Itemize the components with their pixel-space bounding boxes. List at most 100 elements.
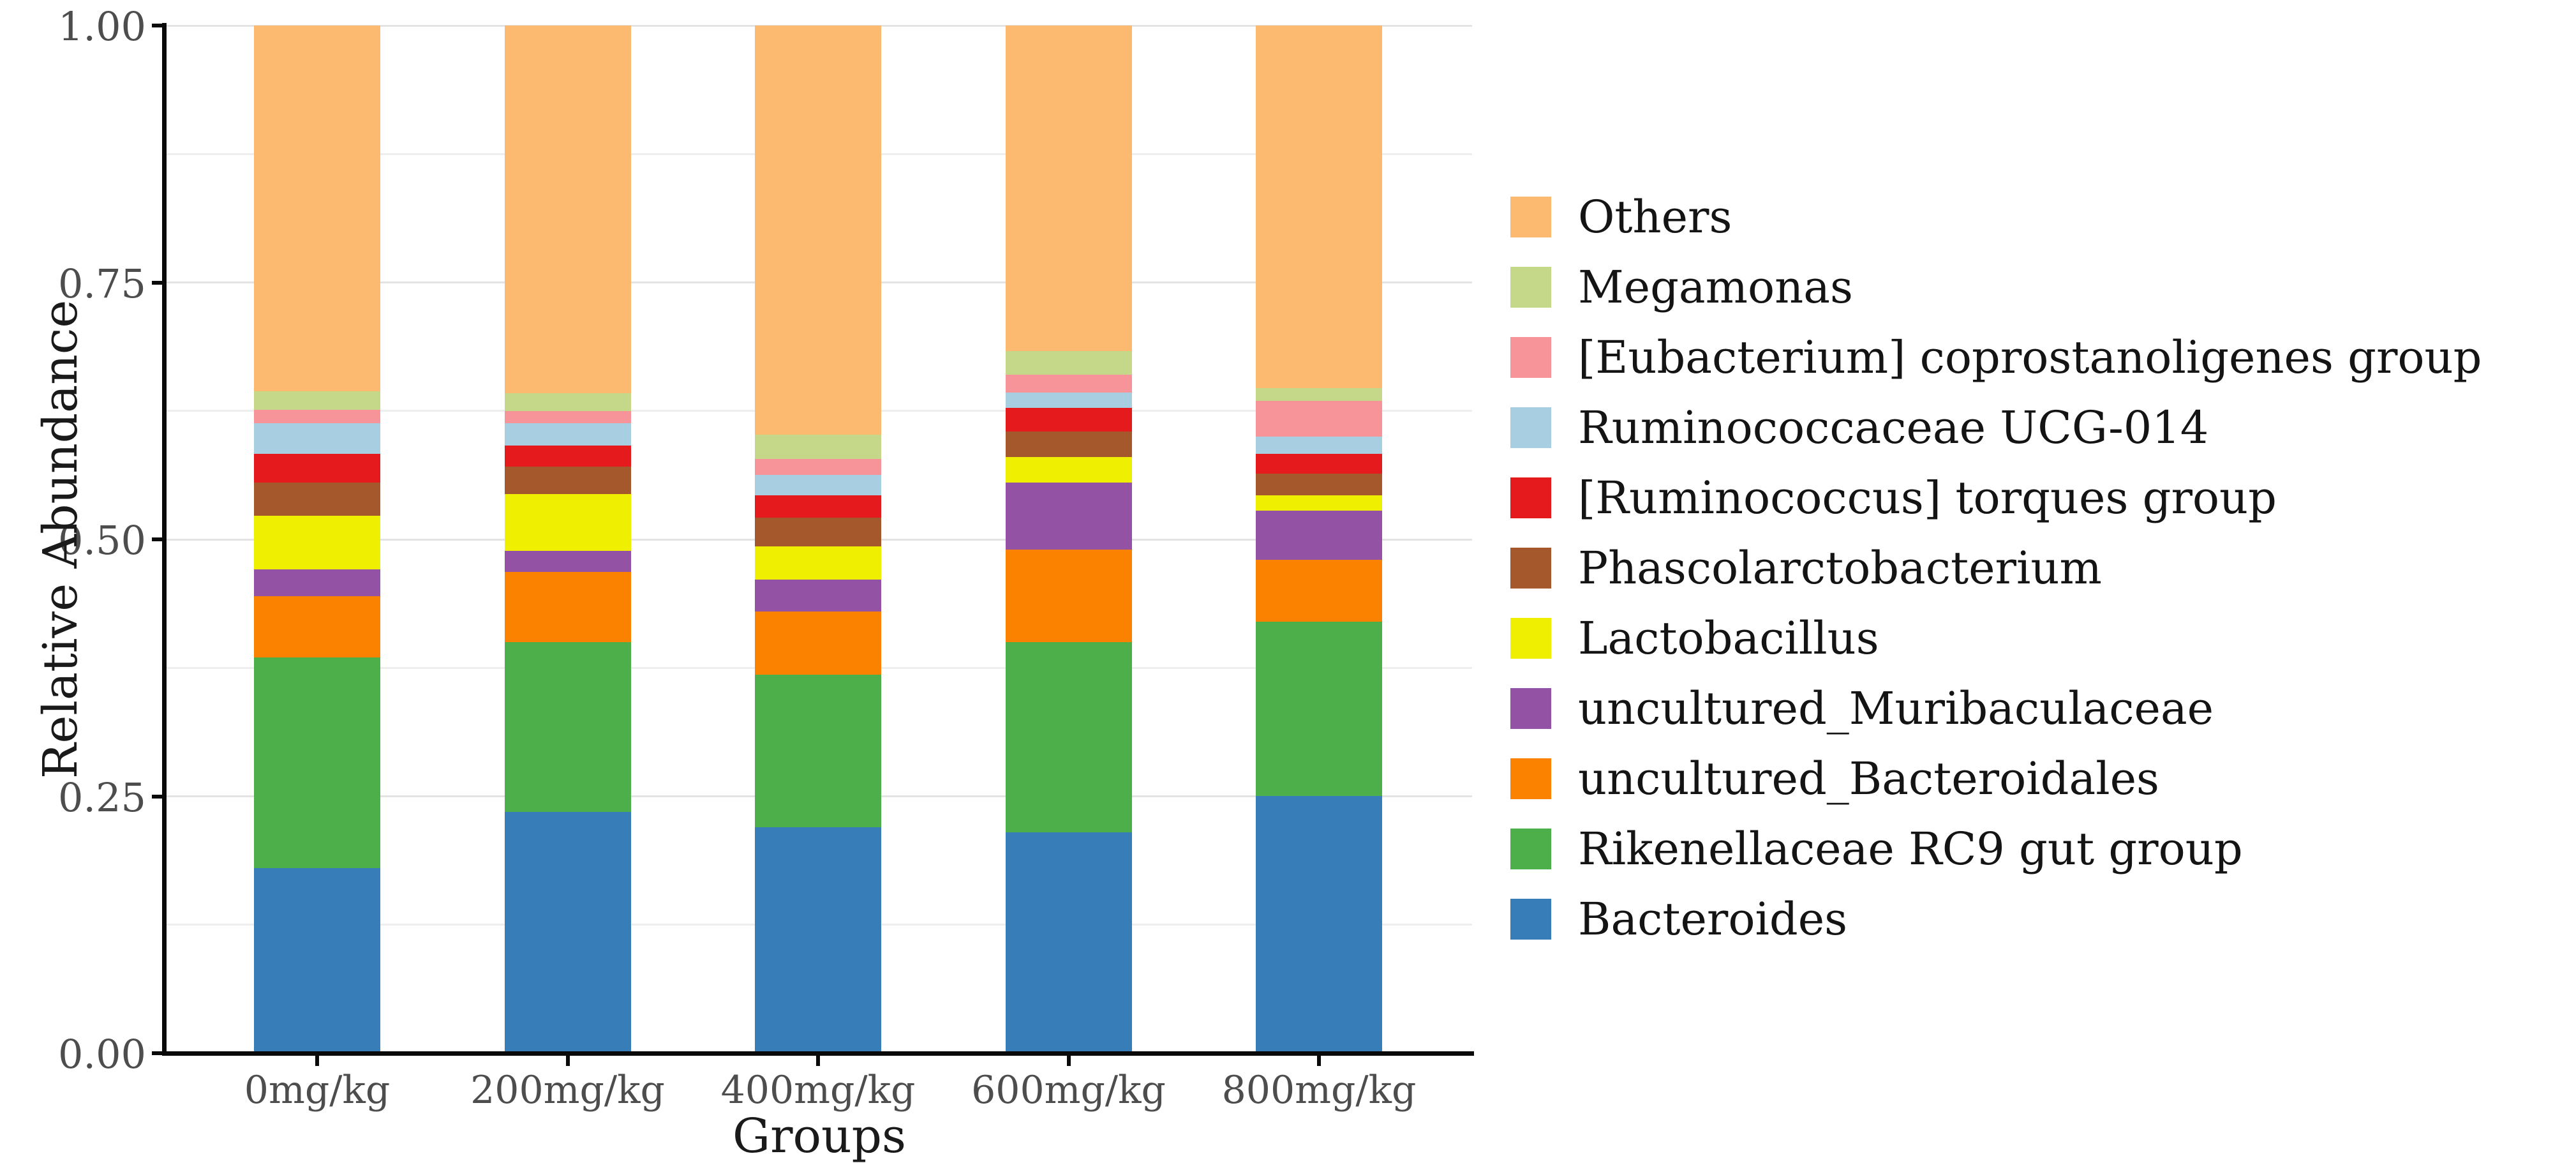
segment-0mg/kg-Lactobacillus bbox=[254, 515, 380, 569]
segment-400mg/kg-Bacteroides bbox=[755, 827, 881, 1053]
y-tick-label-0.25: 0.25 bbox=[57, 774, 146, 821]
segment-600mg/kg-[Eubacterium] coprostanoligenes group bbox=[1005, 375, 1132, 393]
legend-swatch-Ruminococcaceae UCG-014 bbox=[1510, 407, 1551, 448]
segment-400mg/kg-uncultured_Bacteroidales bbox=[755, 611, 881, 675]
segment-200mg/kg-Lactobacillus bbox=[504, 494, 631, 551]
x-tick-800mg/kg bbox=[1317, 1056, 1321, 1066]
segment-800mg/kg-uncultured_Muribaculaceae bbox=[1256, 510, 1382, 560]
segment-400mg/kg-Others bbox=[755, 26, 881, 435]
segment-200mg/kg-uncultured_Muribaculaceae bbox=[504, 550, 631, 573]
x-tick-200mg/kg bbox=[565, 1056, 570, 1066]
legend-swatch-Lactobacillus bbox=[1510, 618, 1551, 659]
segment-800mg/kg-Phascolarctobacterium bbox=[1256, 473, 1382, 495]
legend-label-uncultured_Muribaculaceae: uncultured_Muribaculaceae bbox=[1578, 682, 2214, 735]
segment-400mg/kg-Lactobacillus bbox=[755, 546, 881, 580]
segment-200mg/kg-uncultured_Bacteroidales bbox=[504, 572, 631, 642]
segment-400mg/kg-Megamonas bbox=[755, 434, 881, 460]
segment-600mg/kg-Phascolarctobacterium bbox=[1005, 431, 1132, 458]
x-tick-label-200mg/kg: 200mg/kg bbox=[470, 1068, 665, 1113]
segment-200mg/kg-Others bbox=[504, 26, 631, 394]
segment-800mg/kg-[Ruminococcus] torques group bbox=[1256, 454, 1382, 474]
segment-800mg/kg-[Eubacterium] coprostanoligenes group bbox=[1256, 400, 1382, 437]
x-tick-600mg/kg bbox=[1066, 1056, 1071, 1066]
x-tick-0mg/kg bbox=[315, 1056, 319, 1066]
legend-swatch-Others bbox=[1510, 197, 1551, 237]
legend-swatch-uncultured_Bacteroidales bbox=[1510, 758, 1551, 799]
y-tick-0.50 bbox=[152, 537, 162, 541]
segment-200mg/kg-Rikenellaceae RC9 gut group bbox=[504, 642, 631, 812]
legend-item-Phascolarctobacterium: Phascolarctobacterium bbox=[1510, 542, 2482, 594]
legend-swatch-[Ruminococcus] torques group bbox=[1510, 477, 1551, 518]
segment-800mg/kg-Rikenellaceae RC9 gut group bbox=[1256, 621, 1382, 797]
segment-800mg/kg-Bacteroides bbox=[1256, 796, 1382, 1053]
legend-swatch-uncultured_Muribaculaceae bbox=[1510, 688, 1551, 729]
legend-label-Ruminococcaceae UCG-014: Ruminococcaceae UCG-014 bbox=[1578, 401, 2209, 454]
segment-0mg/kg-Rikenellaceae RC9 gut group bbox=[254, 657, 380, 869]
segment-200mg/kg-Bacteroides bbox=[504, 811, 631, 1053]
segment-400mg/kg-Rikenellaceae RC9 gut group bbox=[755, 675, 881, 827]
x-axis-title: Groups bbox=[732, 1109, 907, 1163]
segment-600mg/kg-[Ruminococcus] torques group bbox=[1005, 407, 1132, 431]
legend-label-[Ruminococcus] torques group: [Ruminococcus] torques group bbox=[1578, 472, 2277, 524]
y-tick-label-1.00: 1.00 bbox=[57, 3, 146, 50]
segment-400mg/kg-[Ruminococcus] torques group bbox=[755, 495, 881, 518]
segment-400mg/kg-Ruminococcaceae UCG-014 bbox=[755, 474, 881, 495]
segment-200mg/kg-Phascolarctobacterium bbox=[504, 466, 631, 495]
bar-200mg/kg bbox=[504, 26, 631, 1053]
legend-label-Lactobacillus: Lactobacillus bbox=[1578, 612, 1879, 664]
segment-0mg/kg-Phascolarctobacterium bbox=[254, 483, 380, 516]
legend-item-Bacteroides: Bacteroides bbox=[1510, 897, 2482, 942]
y-axis-title: Relative Abundance bbox=[33, 299, 88, 779]
x-axis-line bbox=[162, 1051, 1474, 1056]
y-tick-1.00 bbox=[152, 24, 162, 27]
legend-item-[Eubacterium] coprostanoligenes group: [Eubacterium] coprostanoligenes group bbox=[1510, 331, 2482, 384]
legend-swatch-Bacteroides bbox=[1510, 899, 1551, 940]
y-tick-label-0.75: 0.75 bbox=[57, 260, 146, 307]
x-tick-400mg/kg bbox=[816, 1056, 820, 1066]
legend-label-Others: Others bbox=[1578, 191, 1732, 243]
legend-label-[Eubacterium] coprostanoligenes group: [Eubacterium] coprostanoligenes group bbox=[1578, 331, 2482, 384]
legend-item-[Ruminococcus] torques group: [Ruminococcus] torques group bbox=[1510, 472, 2482, 524]
x-tick-label-600mg/kg: 600mg/kg bbox=[971, 1068, 1166, 1113]
segment-800mg/kg-Lactobacillus bbox=[1256, 495, 1382, 511]
legend-label-Phascolarctobacterium: Phascolarctobacterium bbox=[1578, 542, 2102, 594]
legend-label-Rikenellaceae RC9 gut group: Rikenellaceae RC9 gut group bbox=[1578, 823, 2243, 875]
bar-0mg/kg bbox=[254, 26, 380, 1053]
segment-400mg/kg-uncultured_Muribaculaceae bbox=[755, 579, 881, 612]
x-tick-label-400mg/kg: 400mg/kg bbox=[720, 1068, 916, 1113]
segment-800mg/kg-uncultured_Bacteroidales bbox=[1256, 560, 1382, 622]
x-tick-label-800mg/kg: 800mg/kg bbox=[1221, 1068, 1417, 1113]
segment-600mg/kg-Lactobacillus bbox=[1005, 457, 1132, 483]
segment-200mg/kg-[Eubacterium] coprostanoligenes group bbox=[504, 410, 631, 424]
legend-item-Lactobacillus: Lactobacillus bbox=[1510, 612, 2482, 664]
legend-swatch-Rikenellaceae RC9 gut group bbox=[1510, 829, 1551, 869]
legend-item-Others: Others bbox=[1510, 191, 2482, 243]
segment-600mg/kg-Bacteroides bbox=[1005, 832, 1132, 1053]
legend-swatch-Megamonas bbox=[1510, 267, 1551, 308]
legend-item-Ruminococcaceae UCG-014: Ruminococcaceae UCG-014 bbox=[1510, 401, 2482, 454]
legend-item-Megamonas: Megamonas bbox=[1510, 265, 2482, 310]
segment-0mg/kg-Others bbox=[254, 26, 380, 392]
y-tick-0.75 bbox=[152, 280, 162, 285]
y-tick-0.25 bbox=[152, 794, 162, 799]
segment-800mg/kg-Megamonas bbox=[1256, 388, 1382, 401]
segment-600mg/kg-Megamonas bbox=[1005, 351, 1132, 375]
segment-600mg/kg-Rikenellaceae RC9 gut group bbox=[1005, 642, 1132, 832]
legend-item-uncultured_Bacteroidales: uncultured_Bacteroidales bbox=[1510, 756, 2482, 801]
segment-400mg/kg-Phascolarctobacterium bbox=[755, 518, 881, 547]
y-tick-label-0.00: 0.00 bbox=[57, 1031, 146, 1077]
segment-600mg/kg-Ruminococcaceae UCG-014 bbox=[1005, 392, 1132, 408]
segment-800mg/kg-Others bbox=[1256, 26, 1382, 389]
segment-200mg/kg-Ruminococcaceae UCG-014 bbox=[504, 423, 631, 446]
legend-item-Rikenellaceae RC9 gut group: Rikenellaceae RC9 gut group bbox=[1510, 823, 2482, 875]
bar-600mg/kg bbox=[1005, 26, 1132, 1053]
segment-600mg/kg-Others bbox=[1005, 26, 1132, 352]
y-tick-label-0.50: 0.50 bbox=[57, 517, 146, 564]
segment-400mg/kg-[Eubacterium] coprostanoligenes group bbox=[755, 459, 881, 475]
segment-200mg/kg-Megamonas bbox=[504, 393, 631, 411]
legend-item-uncultured_Muribaculaceae: uncultured_Muribaculaceae bbox=[1510, 682, 2482, 735]
segment-0mg/kg-uncultured_Muribaculaceae bbox=[254, 569, 380, 596]
bar-400mg/kg bbox=[755, 26, 881, 1053]
y-axis-line bbox=[162, 23, 167, 1056]
